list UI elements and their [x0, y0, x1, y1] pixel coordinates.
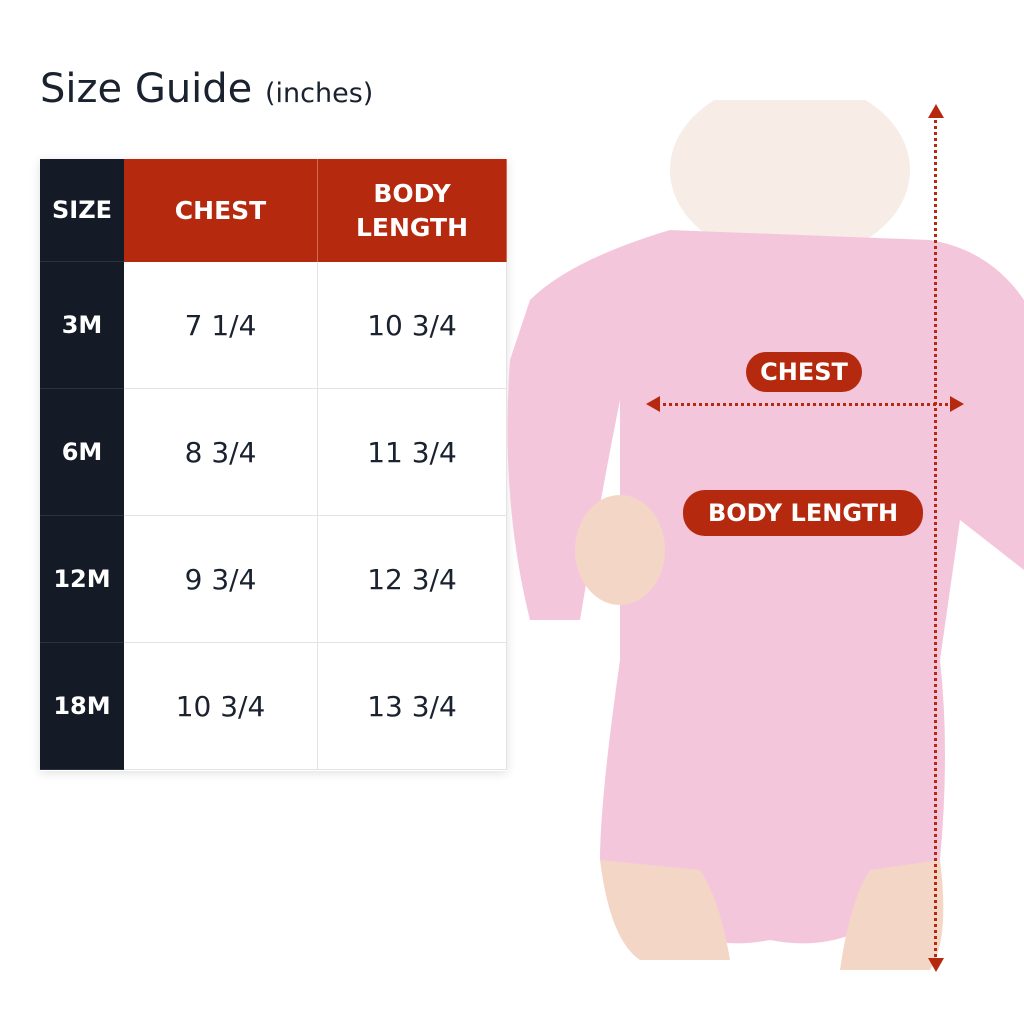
body-length-label: BODY LENGTH: [683, 490, 923, 536]
chest-label: CHEST: [746, 352, 862, 392]
table-row: 12M 9 3/4 12 3/4: [40, 516, 507, 643]
table-header-row: SIZE CHEST BODY LENGTH: [40, 159, 507, 262]
page-title: Size Guide (inches): [40, 66, 373, 112]
hand: [575, 495, 665, 605]
size-cell: 18M: [40, 643, 124, 770]
legs: [600, 860, 944, 970]
chest-cell: 7 1/4: [124, 262, 318, 389]
header-body-length: BODY LENGTH: [318, 159, 507, 262]
chest-cell: 8 3/4: [124, 389, 318, 516]
title-unit: (inches): [265, 78, 374, 109]
size-table: SIZE CHEST BODY LENGTH 3M 7 1/4 10 3/4 6M 8 …: [40, 159, 507, 771]
face: [670, 100, 910, 260]
chest-arrow-right-icon: [950, 396, 964, 412]
body-length-cell: 12 3/4: [318, 516, 507, 643]
size-cell: 12M: [40, 516, 124, 643]
bodysuit: [507, 230, 1024, 944]
body-length-measure-line: [934, 113, 937, 963]
table-row: 6M 8 3/4 11 3/4: [40, 389, 507, 516]
table-row: 18M 10 3/4 13 3/4: [40, 643, 507, 770]
size-cell: 3M: [40, 262, 124, 389]
chest-arrow-left-icon: [646, 396, 660, 412]
body-length-cell: 13 3/4: [318, 643, 507, 770]
size-cell: 6M: [40, 389, 124, 516]
body-length-cell: 10 3/4: [318, 262, 507, 389]
chest-cell: 10 3/4: [124, 643, 318, 770]
body-length-cell: 11 3/4: [318, 389, 507, 516]
header-body-length-text: BODY LENGTH: [356, 178, 468, 242]
table-row: 3M 7 1/4 10 3/4: [40, 262, 507, 389]
baby-bodysuit-photo: [507, 100, 1024, 970]
length-arrow-up-icon: [928, 104, 944, 118]
header-size: SIZE: [40, 159, 124, 262]
header-chest: CHEST: [124, 159, 318, 262]
length-arrow-down-icon: [928, 958, 944, 972]
title-text: Size Guide: [40, 66, 253, 112]
chest-cell: 9 3/4: [124, 516, 318, 643]
chest-measure-line: [656, 403, 954, 406]
